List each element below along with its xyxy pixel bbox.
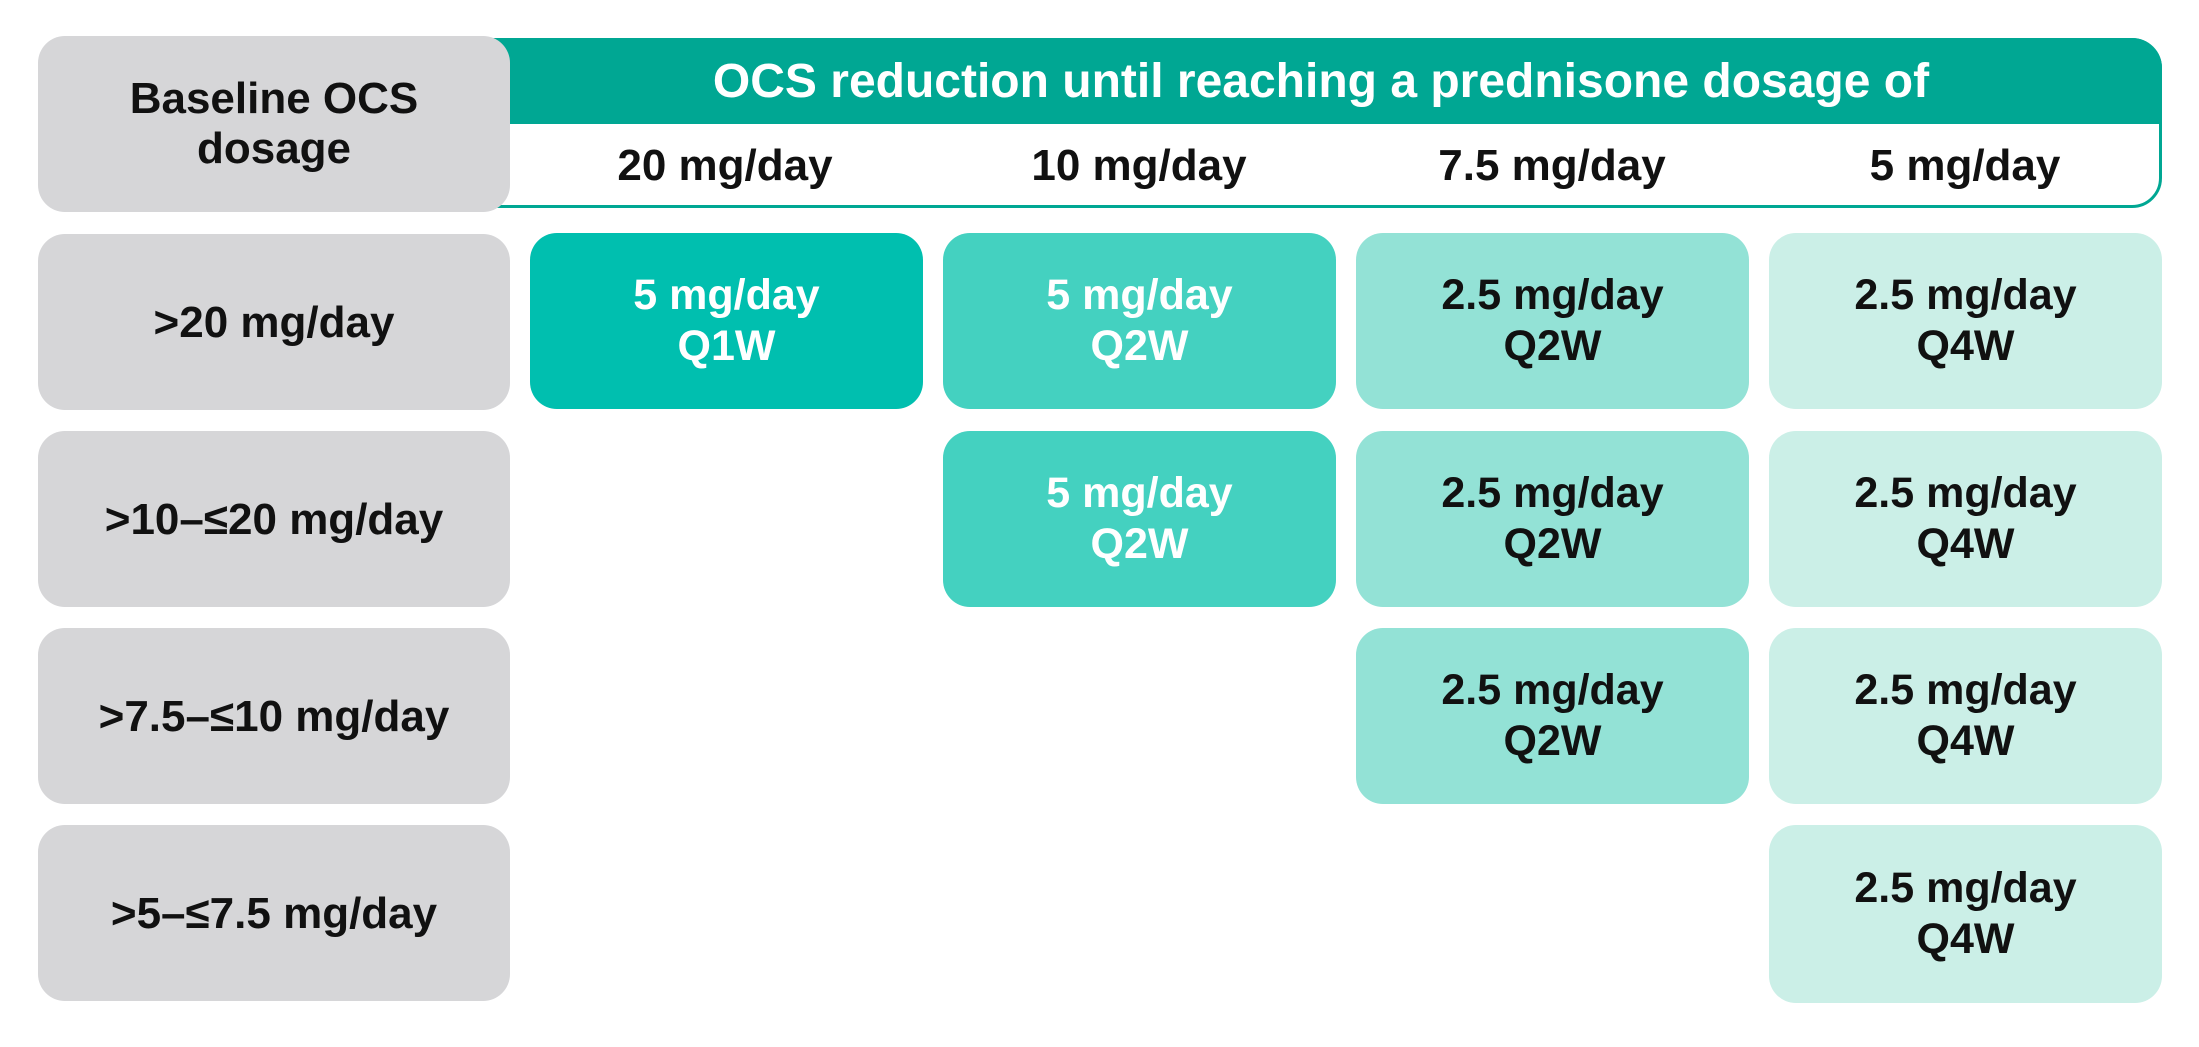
dose-frequency: Q1W	[677, 322, 776, 370]
baseline-row-1: >20 mg/day	[38, 234, 510, 410]
dose-frequency: Q4W	[1916, 717, 2015, 765]
column-header-10: 10 mg/day	[1031, 141, 1247, 190]
dose-cell-r1-c3: 2.5 mg/day Q2W	[1356, 233, 1749, 409]
dose-cell-r1-c4: 2.5 mg/day Q4W	[1769, 233, 2162, 409]
dose-value: 2.5 mg/day	[1441, 271, 1664, 319]
dose-frequency: Q2W	[1503, 520, 1602, 568]
dose-frequency: Q2W	[1503, 322, 1602, 370]
dose-cell-r1-c2: 5 mg/day Q2W	[943, 233, 1336, 409]
dose-value: 2.5 mg/day	[1854, 469, 2077, 517]
baseline-header-line1: Baseline OCS	[129, 74, 419, 123]
baseline-row-2: >10–≤20 mg/day	[38, 431, 510, 607]
reduction-title-band: OCS reduction until reaching a prednison…	[480, 38, 2162, 124]
column-header-7-5: 7.5 mg/day	[1438, 141, 1666, 190]
dose-cell-r2-c4: 2.5 mg/day Q4W	[1769, 431, 2162, 607]
column-header-20: 20 mg/day	[617, 141, 833, 190]
dose-frequency: Q2W	[1090, 520, 1189, 568]
dose-value: 2.5 mg/day	[1854, 864, 2077, 912]
dose-frequency: Q2W	[1503, 717, 1602, 765]
column-header-5: 5 mg/day	[1869, 141, 2061, 190]
dose-value: 2.5 mg/day	[1441, 666, 1664, 714]
dose-cell-r2-c3: 2.5 mg/day Q2W	[1356, 431, 1749, 607]
baseline-ocs-dosage-header: Baseline OCS dosage	[38, 36, 510, 212]
dose-cell-r4-c4: 2.5 mg/day Q4W	[1769, 825, 2162, 1003]
dose-cell-r3-c3: 2.5 mg/day Q2W	[1356, 628, 1749, 804]
dose-value: 2.5 mg/day	[1441, 469, 1664, 517]
dose-value: 2.5 mg/day	[1854, 666, 2077, 714]
dose-frequency: Q4W	[1916, 520, 2015, 568]
dose-value: 2.5 mg/day	[1854, 271, 2077, 319]
reduction-title: OCS reduction until reaching a prednison…	[712, 54, 1930, 108]
dose-frequency: Q2W	[1090, 322, 1189, 370]
dose-frequency: Q4W	[1916, 322, 2015, 370]
dose-cell-r1-c1: 5 mg/day Q1W	[530, 233, 923, 409]
dose-value: 5 mg/day	[1046, 469, 1233, 517]
baseline-row-4: >5–≤7.5 mg/day	[38, 825, 510, 1001]
dose-value: 5 mg/day	[1046, 271, 1233, 319]
dose-value: 5 mg/day	[633, 271, 820, 319]
dose-cell-r3-c4: 2.5 mg/day Q4W	[1769, 628, 2162, 804]
dose-cell-r2-c2: 5 mg/day Q2W	[943, 431, 1336, 607]
baseline-row-3: >7.5–≤10 mg/day	[38, 628, 510, 804]
baseline-header-line2: dosage	[196, 124, 352, 173]
dose-frequency: Q4W	[1916, 915, 2015, 963]
